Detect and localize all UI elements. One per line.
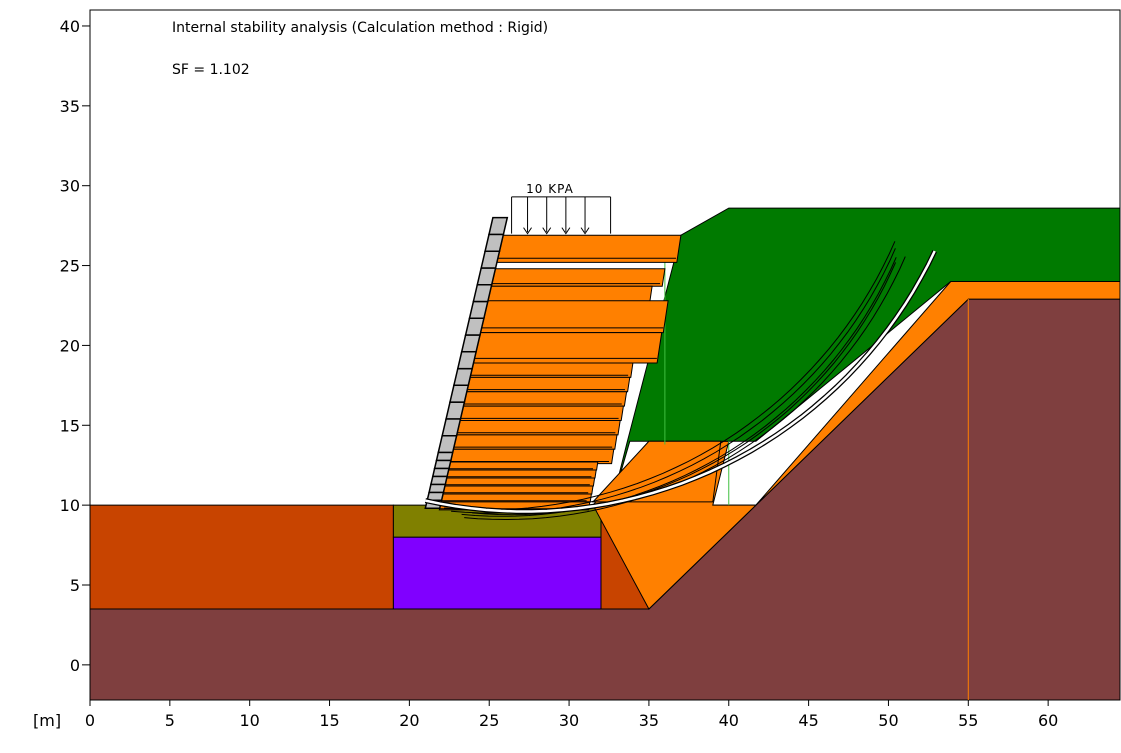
load-arrow-head xyxy=(523,227,532,235)
x-tick-label: 0 xyxy=(85,711,95,730)
soil-layers xyxy=(89,207,1121,701)
facing-block xyxy=(429,475,449,486)
safety-factor: SF = 1.102 xyxy=(172,62,250,78)
base-wedge xyxy=(591,440,722,503)
y-tick-label: 20 xyxy=(60,336,80,355)
x-tick-label: 60 xyxy=(1038,711,1058,730)
load-arrow-head xyxy=(580,227,590,235)
x-tick-label: 15 xyxy=(319,711,339,730)
x-tick-label: 5 xyxy=(165,711,175,730)
facing-block xyxy=(437,434,458,454)
facing-block xyxy=(445,401,466,420)
x-tick-label: 50 xyxy=(878,711,898,730)
facing-block xyxy=(452,367,474,387)
facing-block xyxy=(480,250,501,269)
unit-label: [m] xyxy=(33,711,61,730)
replacement-zone xyxy=(392,536,602,610)
x-tick-label: 45 xyxy=(798,711,818,730)
facing-block xyxy=(431,467,450,478)
facing-block xyxy=(472,283,493,303)
y-tick-label: 5 xyxy=(70,576,80,595)
x-tick-label: 25 xyxy=(479,711,499,730)
facing-block xyxy=(435,451,454,462)
facing-block xyxy=(441,418,462,437)
y-tick-label: 0 xyxy=(70,656,80,675)
surcharge-load xyxy=(511,196,612,235)
slip-circle xyxy=(444,241,896,511)
slip-circle xyxy=(464,256,906,521)
load-label: 10 KPA xyxy=(526,182,574,196)
facing-block xyxy=(468,300,489,320)
y-tick-label: 40 xyxy=(60,17,80,36)
x-tick-label: 55 xyxy=(958,711,978,730)
x-tick-label: 20 xyxy=(399,711,419,730)
x-tick-label: 30 xyxy=(559,711,579,730)
facing-block xyxy=(488,216,509,236)
backfill-layer xyxy=(611,207,1121,503)
load-arrow-head xyxy=(542,227,552,235)
foundation-soil-left xyxy=(89,504,394,610)
facing-block xyxy=(476,267,497,286)
y-tick-label: 35 xyxy=(60,97,80,116)
y-tick-label: 10 xyxy=(60,496,80,515)
facing-block xyxy=(433,459,452,470)
facing-block xyxy=(456,351,478,370)
slip-circle xyxy=(461,257,897,517)
critical-slip-circle xyxy=(425,250,936,513)
facing-block xyxy=(464,317,485,336)
x-tick-label: 35 xyxy=(639,711,659,730)
y-tick-label: 30 xyxy=(60,177,80,196)
facing-block xyxy=(460,334,481,353)
y-tick-label: 25 xyxy=(60,257,80,276)
facing-block xyxy=(449,384,470,403)
analysis-title: Internal stability analysis (Calculation… xyxy=(172,20,548,36)
load-arrow-head xyxy=(561,227,571,235)
facing-block xyxy=(428,483,447,494)
axes: 0 5 10 15 20 25 30 35 40 0 5 10 15 20 25 30 35 40 45 50 55 60 xyxy=(60,17,1059,730)
reinforced-wall xyxy=(424,216,682,511)
y-tick-label: 15 xyxy=(60,416,80,435)
x-tick-label: 40 xyxy=(719,711,739,730)
facing-block xyxy=(484,233,505,252)
x-tick-label: 10 xyxy=(240,711,260,730)
slip-surfaces xyxy=(424,241,937,521)
